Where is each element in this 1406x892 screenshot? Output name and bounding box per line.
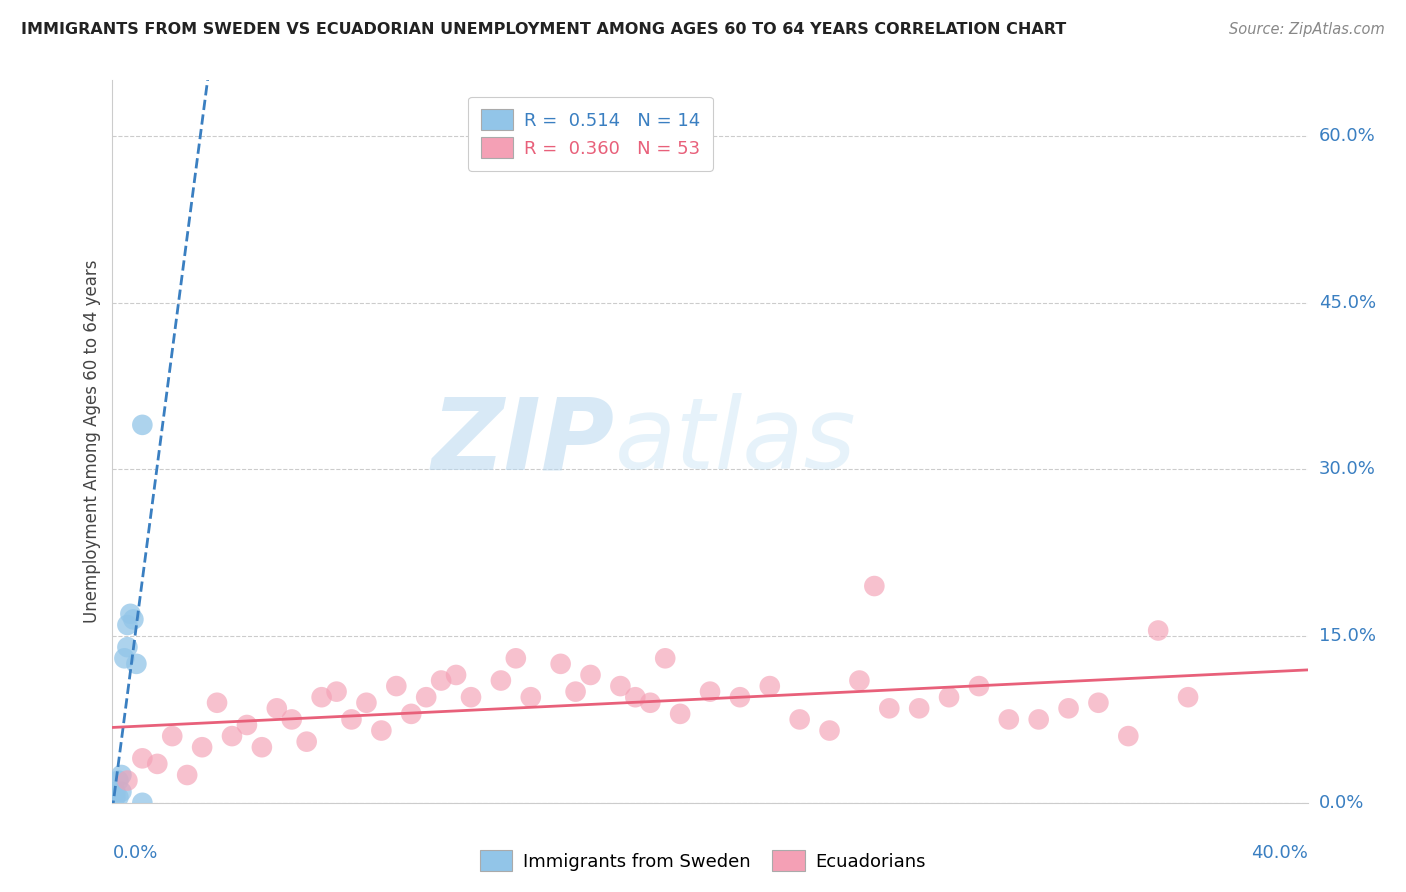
Point <box>669 706 692 721</box>
Point <box>654 651 676 665</box>
Point <box>311 690 333 705</box>
Text: atlas: atlas <box>614 393 856 490</box>
Point <box>281 713 304 727</box>
Point <box>579 668 602 682</box>
Text: IMMIGRANTS FROM SWEDEN VS ECUADORIAN UNEMPLOYMENT AMONG AGES 60 TO 64 YEARS CORR: IMMIGRANTS FROM SWEDEN VS ECUADORIAN UNE… <box>21 22 1066 37</box>
Point <box>266 701 288 715</box>
Point <box>699 684 721 698</box>
Point <box>104 785 127 799</box>
Point <box>998 713 1021 727</box>
Point <box>624 690 647 705</box>
Point <box>125 657 148 671</box>
Point <box>938 690 960 705</box>
Point <box>104 790 127 805</box>
Point <box>1087 696 1109 710</box>
Text: 0.0%: 0.0% <box>112 845 157 863</box>
Point <box>505 651 527 665</box>
Point <box>818 723 841 738</box>
Point <box>250 740 273 755</box>
Text: 45.0%: 45.0% <box>1319 293 1376 311</box>
Point <box>848 673 870 688</box>
Point <box>908 701 931 715</box>
Point <box>122 612 145 626</box>
Text: 40.0%: 40.0% <box>1251 845 1308 863</box>
Point <box>863 579 886 593</box>
Point <box>191 740 214 755</box>
Point <box>520 690 543 705</box>
Text: 60.0%: 60.0% <box>1319 127 1375 145</box>
Point <box>640 696 662 710</box>
Point <box>340 713 363 727</box>
Point <box>221 729 243 743</box>
Text: ZIP: ZIP <box>432 393 614 490</box>
Point <box>176 768 198 782</box>
Point <box>401 706 423 721</box>
Point <box>110 768 132 782</box>
Point <box>564 684 586 698</box>
Point <box>131 751 153 765</box>
Point <box>460 690 482 705</box>
Y-axis label: Unemployment Among Ages 60 to 64 years: Unemployment Among Ages 60 to 64 years <box>83 260 101 624</box>
Point <box>444 668 467 682</box>
Point <box>162 729 183 743</box>
Point <box>1028 713 1050 727</box>
Point <box>489 673 512 688</box>
Text: 0.0%: 0.0% <box>1319 794 1364 812</box>
Point <box>1177 690 1199 705</box>
Point <box>236 718 259 732</box>
Point <box>879 701 901 715</box>
Point <box>114 651 135 665</box>
Point <box>110 785 132 799</box>
Point <box>1147 624 1170 638</box>
Text: Source: ZipAtlas.com: Source: ZipAtlas.com <box>1229 22 1385 37</box>
Point <box>415 690 437 705</box>
Point <box>356 696 378 710</box>
Legend: R =  0.514   N = 14, R =  0.360   N = 53: R = 0.514 N = 14, R = 0.360 N = 53 <box>468 96 713 170</box>
Point <box>205 696 228 710</box>
Point <box>728 690 751 705</box>
Point <box>117 618 139 632</box>
Legend: Immigrants from Sweden, Ecuadorians: Immigrants from Sweden, Ecuadorians <box>472 843 934 879</box>
Point <box>967 679 990 693</box>
Point <box>325 684 347 698</box>
Point <box>385 679 408 693</box>
Point <box>789 713 811 727</box>
Text: 15.0%: 15.0% <box>1319 627 1375 645</box>
Point <box>609 679 631 693</box>
Point <box>107 773 129 788</box>
Point <box>146 756 169 771</box>
Point <box>430 673 453 688</box>
Point <box>117 773 139 788</box>
Point <box>759 679 782 693</box>
Point <box>117 640 139 655</box>
Point <box>120 607 142 621</box>
Point <box>1057 701 1080 715</box>
Point <box>550 657 572 671</box>
Point <box>1118 729 1140 743</box>
Point <box>107 790 129 805</box>
Point <box>370 723 392 738</box>
Point <box>131 417 153 432</box>
Text: 30.0%: 30.0% <box>1319 460 1375 478</box>
Point <box>131 796 153 810</box>
Point <box>295 734 318 748</box>
